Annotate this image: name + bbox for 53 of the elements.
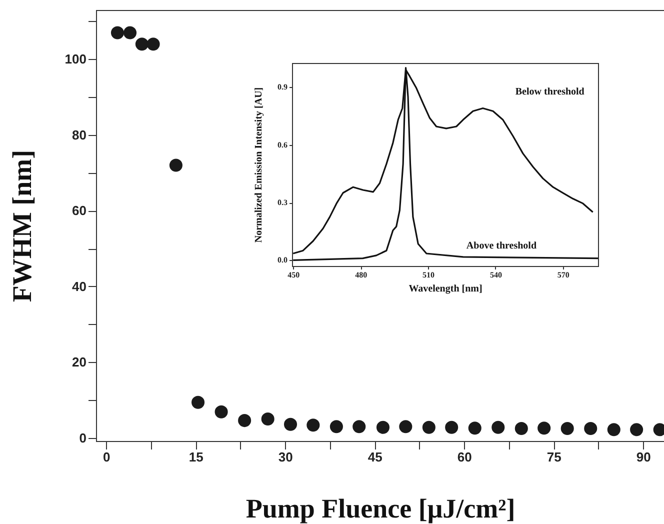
point	[261, 412, 274, 426]
point	[169, 158, 182, 172]
x-tick-label: 450	[288, 270, 300, 280]
y-tick-label: 80	[72, 127, 86, 142]
x-tick-label: 540	[490, 270, 502, 280]
y-axis-title: FWHM [nm]	[6, 150, 37, 302]
point	[584, 422, 598, 436]
text: Below threshold	[515, 86, 585, 98]
x-tick-label: 30	[278, 450, 293, 464]
point	[376, 420, 390, 434]
x-tick-label: 45	[368, 450, 382, 464]
x-tick-label: 90	[636, 450, 651, 464]
point	[123, 26, 137, 40]
point	[422, 420, 436, 434]
point	[352, 420, 366, 434]
point	[284, 418, 298, 431]
point	[146, 38, 160, 51]
x-tick-label: 60	[457, 450, 472, 464]
y-tick-label: 0.6	[278, 140, 288, 150]
series-label: Above threshold	[466, 240, 537, 252]
point	[514, 422, 528, 436]
point	[630, 423, 644, 436]
y-tick-label: 40	[72, 278, 86, 294]
x-tick-label: 75	[546, 450, 562, 464]
point	[560, 422, 574, 436]
point	[538, 422, 551, 435]
y-tick-label: 60	[72, 203, 86, 218]
y-tick-label: 0.3	[278, 198, 288, 207]
y-tick-label: 0	[79, 430, 86, 446]
y-tick-label: 0.0	[278, 256, 288, 265]
point	[445, 420, 458, 434]
y-tick-label: 100	[64, 52, 86, 67]
x-tick-label: 15	[188, 450, 204, 464]
x-axis-title: Wavelength [nm]	[408, 284, 482, 294]
point	[607, 423, 620, 436]
x-tick-label: 480	[355, 270, 368, 280]
point	[238, 414, 252, 428]
x-tick-label: 0	[103, 450, 110, 464]
point	[110, 26, 124, 40]
point	[399, 420, 412, 434]
x-tick-label: 570	[557, 270, 570, 280]
y-tick-label: 20	[72, 354, 86, 370]
point	[330, 420, 343, 434]
point	[492, 420, 505, 434]
point	[214, 405, 228, 418]
point	[192, 396, 205, 409]
y-axis-title: Normalized Emission Intensity [AU]	[254, 87, 264, 243]
y-tick-label: 0.9	[278, 82, 288, 92]
point	[306, 418, 320, 432]
point	[135, 38, 148, 51]
point	[468, 422, 482, 435]
x-axis-title: Pump Fluence [μJ/cm²]	[246, 494, 516, 524]
x-tick-label: 510	[422, 270, 435, 280]
